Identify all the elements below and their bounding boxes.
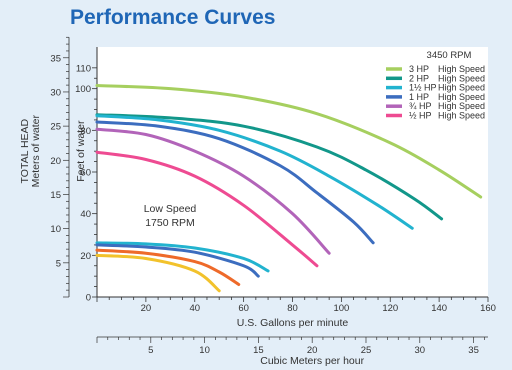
legend-hp-label: 1 HP xyxy=(409,92,429,102)
cubic-tick-label: 35 xyxy=(468,345,479,356)
x-tick-label: 20 xyxy=(141,303,152,314)
x-axis-label: U.S. Gallons per minute xyxy=(237,317,349,329)
low-speed-label: Low Speed xyxy=(144,203,197,215)
legend-hp-label: 2 HP xyxy=(409,73,429,83)
series-line-9 xyxy=(95,248,241,286)
y-tick-label: 60 xyxy=(80,168,91,179)
cubic-tick-label: 30 xyxy=(414,345,425,356)
y-axis-label: Feet of water xyxy=(75,120,87,182)
legend-speed-label: High Speed xyxy=(438,64,485,74)
cubic-tick-label: 10 xyxy=(199,345,210,356)
x-tick-label: 160 xyxy=(480,303,496,314)
series-line-3 xyxy=(95,114,414,230)
y-tick-label: 0 xyxy=(86,293,91,304)
cubic-tick-label: 25 xyxy=(361,345,372,356)
legend-speed-label: High Speed xyxy=(438,73,485,83)
x-tick-label: 80 xyxy=(287,303,298,314)
series-line-1 xyxy=(95,84,483,199)
legend-hp-label: ½ HP xyxy=(409,111,432,121)
meters-tick-label: 25 xyxy=(50,122,61,133)
cubic-axis-label: Cubic Meters per hour xyxy=(260,355,364,367)
x-tick-label: 120 xyxy=(382,303,398,314)
y-tick-label: 100 xyxy=(75,84,91,95)
y-tick-label: 20 xyxy=(80,251,91,262)
cubic-tick-label: 15 xyxy=(253,345,264,356)
x-tick-label: 100 xyxy=(333,303,349,314)
low-speed-rpm-label: 1750 RPM xyxy=(145,217,195,229)
y-tick-label: 40 xyxy=(80,209,91,220)
meters-tick-label: 35 xyxy=(50,53,61,64)
meters-tick-label: 30 xyxy=(50,87,61,98)
legend-hp-label: ¾ HP xyxy=(409,101,432,111)
meters-axis-label-line1: TOTAL HEAD xyxy=(19,118,31,183)
series-line-10 xyxy=(95,253,221,293)
y-tick-label: 110 xyxy=(76,63,91,74)
cubic-tick-label: 20 xyxy=(307,345,318,356)
legend-header: 3450 RPM xyxy=(427,50,472,61)
legend-hp-label: 1½ HP xyxy=(409,83,437,93)
meters-tick-label: 15 xyxy=(50,190,61,201)
legend-speed-label: High Speed xyxy=(438,83,485,93)
series-line-8 xyxy=(95,243,260,278)
x-tick-label: 40 xyxy=(189,303,200,314)
meters-tick-label: 5 xyxy=(56,258,61,269)
legend-speed-label: High Speed xyxy=(438,111,485,121)
cubic-tick-label: 5 xyxy=(148,345,153,356)
legend-speed-label: High Speed xyxy=(438,92,485,102)
meters-tick-label: 20 xyxy=(50,156,61,167)
legend-speed-label: High Speed xyxy=(438,101,485,111)
x-tick-label: 60 xyxy=(238,303,249,314)
meters-tick-label: 10 xyxy=(50,224,61,235)
legend-hp-label: 3 HP xyxy=(409,64,429,74)
series-line-6 xyxy=(95,150,319,268)
series-line-5 xyxy=(95,127,331,255)
chart-title: Performance Curves xyxy=(70,6,276,29)
y-tick-label: 80 xyxy=(80,126,91,137)
series-line-4 xyxy=(95,120,375,245)
meters-axis-label-line2: Meters of water xyxy=(30,114,42,187)
series-line-2 xyxy=(95,113,444,221)
x-tick-label: 140 xyxy=(431,303,447,314)
series-line-7 xyxy=(95,241,270,273)
